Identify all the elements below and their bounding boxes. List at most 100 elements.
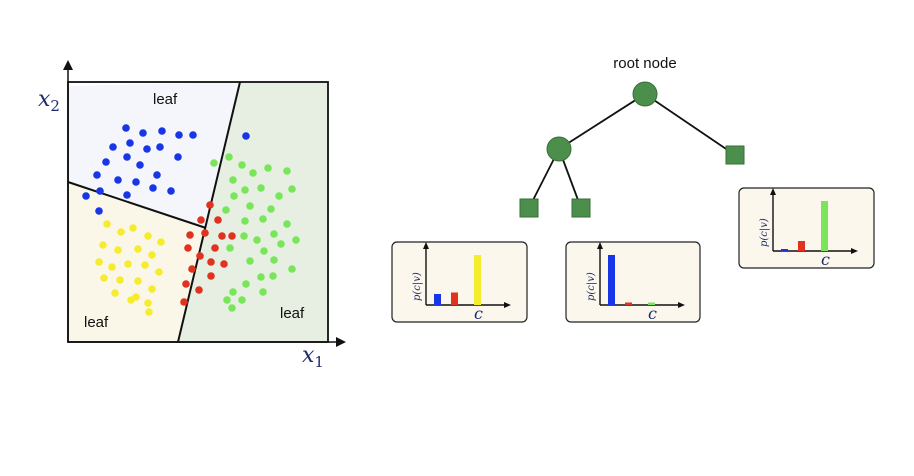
blue-data-point [174,153,182,161]
red-data-point [180,298,188,306]
green-data-point [270,256,278,264]
yellow-data-point [129,224,137,232]
histogram-x-label: c [648,304,657,323]
histogram-y-arrowhead [770,188,776,195]
leaf-label-bottom-left: leaf [84,314,109,331]
red-data-point [218,232,226,240]
histogram-y-arrowhead [597,242,603,249]
green-data-point [238,161,246,169]
red-data-point [211,244,219,252]
green-data-point [277,240,285,248]
blue-data-point [242,132,250,140]
blue-data-point [167,187,175,195]
histogram-y-arrowhead [423,242,429,249]
region-top [68,82,240,228]
yellow-data-point [114,246,122,254]
yellow-data-point [148,251,156,259]
histogram-bar [451,292,458,305]
green-data-point [241,186,249,194]
histogram-y-label: p(c|v) [586,272,597,301]
edge-root-to-internal [558,93,646,150]
blue-data-point [114,176,122,184]
blue-data-point [189,131,197,139]
green-data-point [230,192,238,200]
blue-data-point [153,171,161,179]
histogram-bar [434,294,441,305]
leaf-label-right: leaf [280,305,305,322]
blue-data-point [136,161,144,169]
green-data-point [228,304,236,312]
green-data-point [223,296,231,304]
green-data-point [246,257,254,265]
leaf-node-right [725,145,745,165]
yellow-data-point [117,228,125,236]
left-leaf-histogram: p(c|v) c [391,241,528,323]
yellow-data-point [116,276,124,284]
yellow-data-point [103,220,111,228]
histogram-y-label: p(c|v) [759,218,770,247]
yellow-data-point [157,238,165,246]
split-line-diagonal [67,181,207,229]
green-data-point [210,159,218,167]
green-data-point [292,236,300,244]
green-data-point [229,288,237,296]
red-data-point [201,229,209,237]
yellow-data-point [100,274,108,282]
histogram-x-arrowhead [678,302,685,308]
histogram-x-arrowhead [504,302,511,308]
blue-data-point [139,129,147,137]
data-points [82,124,300,316]
red-data-point [207,258,215,266]
histogram-bar [781,249,788,251]
histogram-bar [608,255,615,305]
histogram-bar [474,255,481,305]
yellow-data-point [99,241,107,249]
histogram-bar [821,201,828,251]
red-data-point [197,216,205,224]
yellow-data-point [124,260,132,268]
blue-data-point [123,153,131,161]
blue-data-point [102,158,110,166]
red-data-point [220,260,228,268]
blue-data-point [175,131,183,139]
green-data-point [259,215,267,223]
x-axis-arrowhead [336,337,346,347]
blue-data-point [156,143,164,151]
root-node-label: root node [613,55,676,72]
green-data-point [238,296,246,304]
histogram-bar [625,302,632,305]
green-data-point [242,280,250,288]
red-data-point [195,286,203,294]
right-leaf-histogram: p(c|v) c [738,187,875,269]
leaf-node-a [519,198,539,218]
blue-data-point [123,191,131,199]
green-data-point [260,247,268,255]
red-data-point [196,252,204,260]
green-data-point [240,232,248,240]
blue-data-point [158,127,166,135]
red-data-point [184,244,192,252]
y-axis-label: x2 [38,87,60,115]
red-data-point [214,216,222,224]
blue-data-point [109,143,117,151]
leaf-label-top: leaf [153,91,178,108]
green-data-point [257,273,265,281]
green-data-point [226,244,234,252]
green-data-point [259,288,267,296]
green-data-point [229,176,237,184]
blue-data-point [93,171,101,179]
green-data-point [225,153,233,161]
yellow-data-point [111,289,119,297]
internal-node [546,136,572,162]
blue-data-point [126,139,134,147]
green-data-point [283,167,291,175]
leaf-histograms: p(c|v) c p(c|v) c p(c|v) c [391,187,875,323]
green-data-point [241,217,249,225]
yellow-data-point [144,299,152,307]
edge-root-to-right-leaf [644,93,736,156]
yellow-data-point [141,261,149,269]
root-node [632,81,658,107]
yellow-data-point [155,268,163,276]
red-data-point [186,231,194,239]
